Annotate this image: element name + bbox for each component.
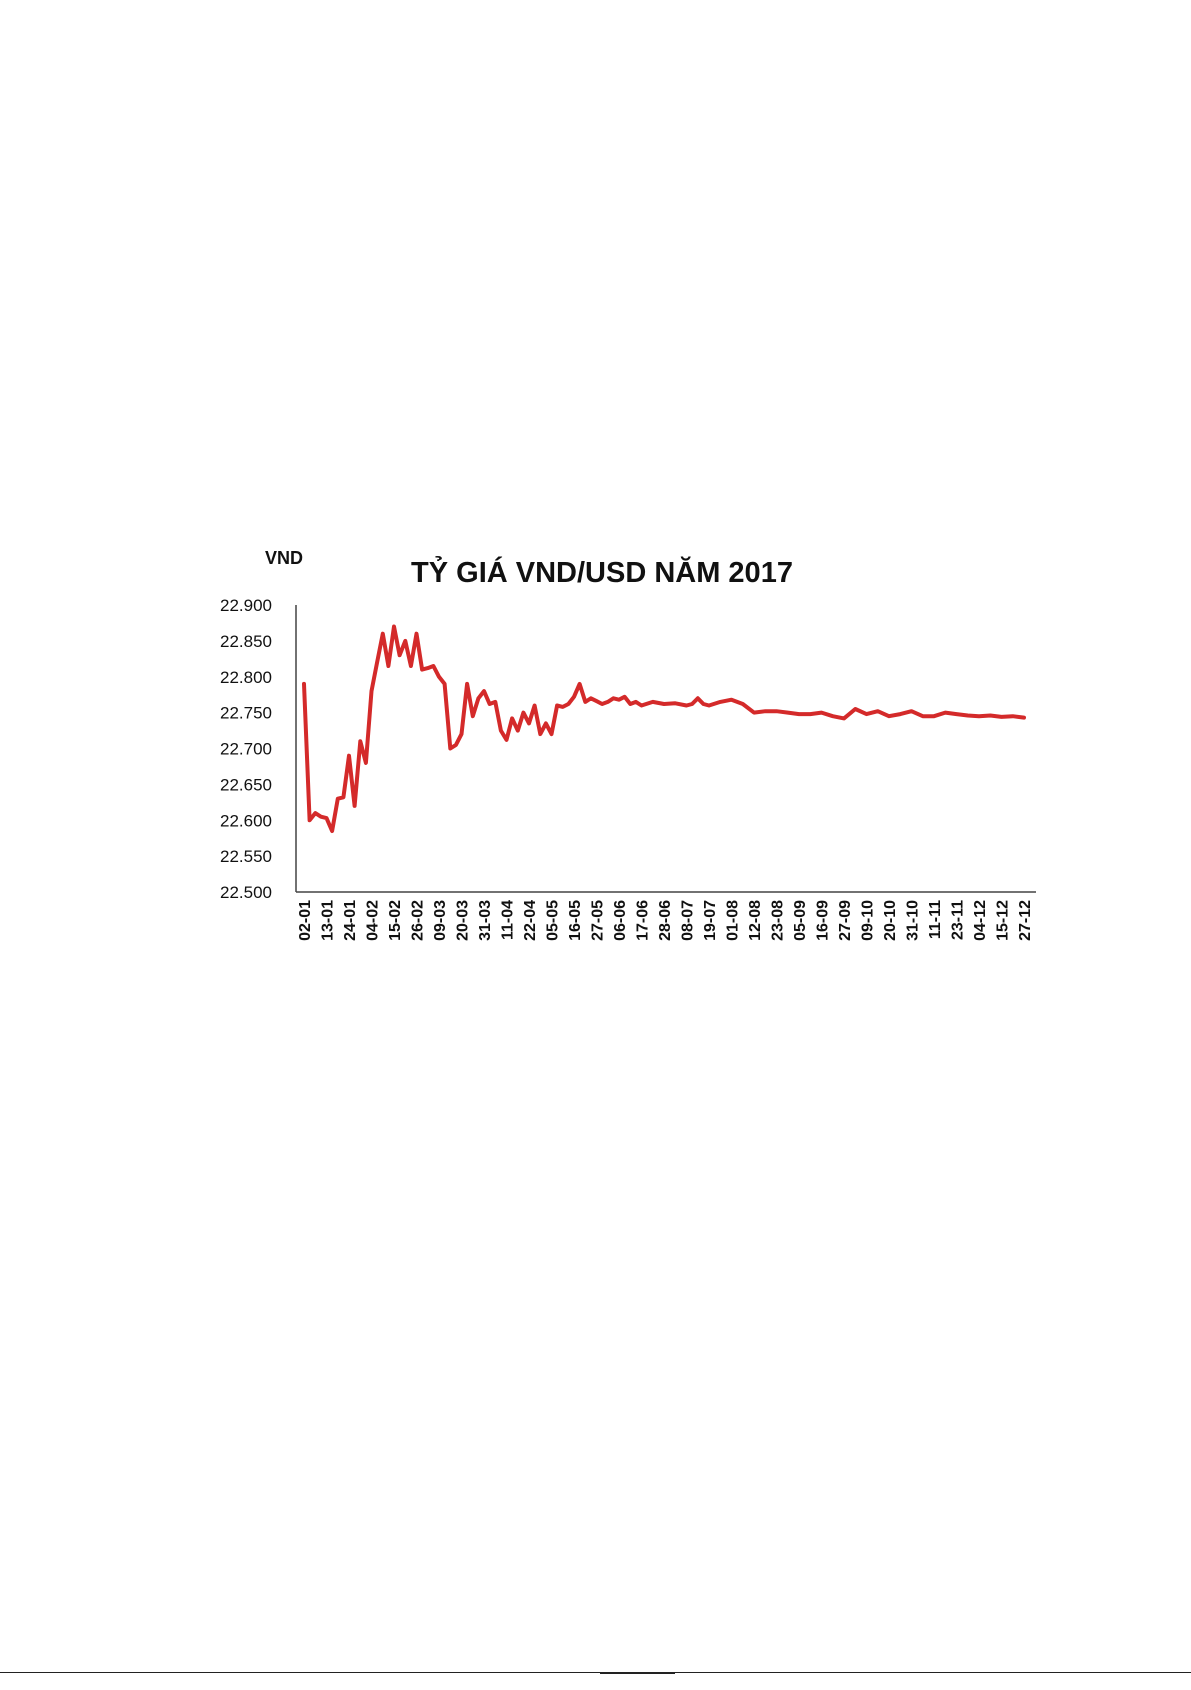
series-line [302, 624, 1026, 833]
x-tick-label: 05-09 [792, 900, 809, 941]
x-tick-label: 02-01 [297, 900, 314, 941]
x-tick-label: 06-06 [612, 900, 629, 941]
x-tick-label: 15-02 [387, 900, 404, 941]
x-tick-label: 20-10 [882, 900, 899, 941]
x-tick-label: 11-04 [500, 900, 517, 940]
y-tick-label: 22.650 [220, 775, 272, 794]
x-tick-label: 04-02 [365, 900, 382, 941]
y-axis-ticks: 22.500 22.550 22.600 22.650 22.700 22.750 22.8… [220, 596, 272, 902]
y-tick-label: 22.700 [220, 740, 272, 759]
x-tick-label: 28-06 [657, 900, 674, 941]
x-tick-label: 23-08 [770, 900, 787, 941]
x-tick-label: 20-03 [455, 900, 472, 941]
x-tick-label: 31-03 [477, 900, 494, 941]
x-tick-label: 17-06 [635, 900, 652, 941]
x-tick-label: 27-12 [1017, 900, 1034, 941]
x-tick-label: 31-10 [905, 900, 922, 941]
y-axis-label: VND [265, 548, 303, 568]
x-tick-label: 16-05 [567, 900, 584, 941]
x-tick-label: 13-01 [320, 900, 337, 941]
x-tick-label: 26-02 [410, 900, 427, 941]
x-tick-label: 12-08 [747, 900, 764, 941]
y-tick-label: 22.800 [220, 668, 272, 687]
x-tick-label: 05-05 [545, 900, 562, 941]
series-group [302, 624, 1026, 833]
y-tick-label: 22.750 [220, 704, 272, 723]
x-tick-label: 01-08 [725, 900, 742, 941]
page-footer-mark [600, 1672, 675, 1674]
y-tick-label: 22.850 [220, 632, 272, 651]
x-axis-ticks: 02-01 13-01 24-01 04-02 15-02 26-02 09-03 20-03… [297, 900, 1034, 941]
y-tick-label: 22.550 [220, 847, 272, 866]
x-tick-label: 27-05 [590, 900, 607, 941]
y-tick-label: 22.500 [220, 883, 272, 902]
x-tick-label: 04-12 [972, 900, 989, 941]
y-tick-label: 22.600 [220, 811, 272, 830]
x-tick-label: 27-09 [837, 900, 854, 941]
x-tick-label: 09-10 [860, 900, 877, 941]
x-tick-label: 23-11 [950, 900, 967, 940]
page-footer-rule [0, 1672, 1191, 1673]
x-tick-label: 16-09 [815, 900, 832, 941]
chart-title: TỶ GIÁ VND/USD NĂM 2017 [411, 555, 793, 589]
x-tick-label: 22-04 [522, 900, 539, 941]
x-tick-label: 19-07 [702, 900, 719, 941]
y-tick-label: 22.900 [220, 596, 272, 615]
x-tick-label: 08-07 [680, 900, 697, 941]
x-tick-label: 09-03 [432, 900, 449, 941]
x-tick-label: 15-12 [995, 900, 1012, 941]
x-tick-label: 11-11 [927, 900, 944, 939]
x-tick-label: 24-01 [342, 900, 359, 941]
